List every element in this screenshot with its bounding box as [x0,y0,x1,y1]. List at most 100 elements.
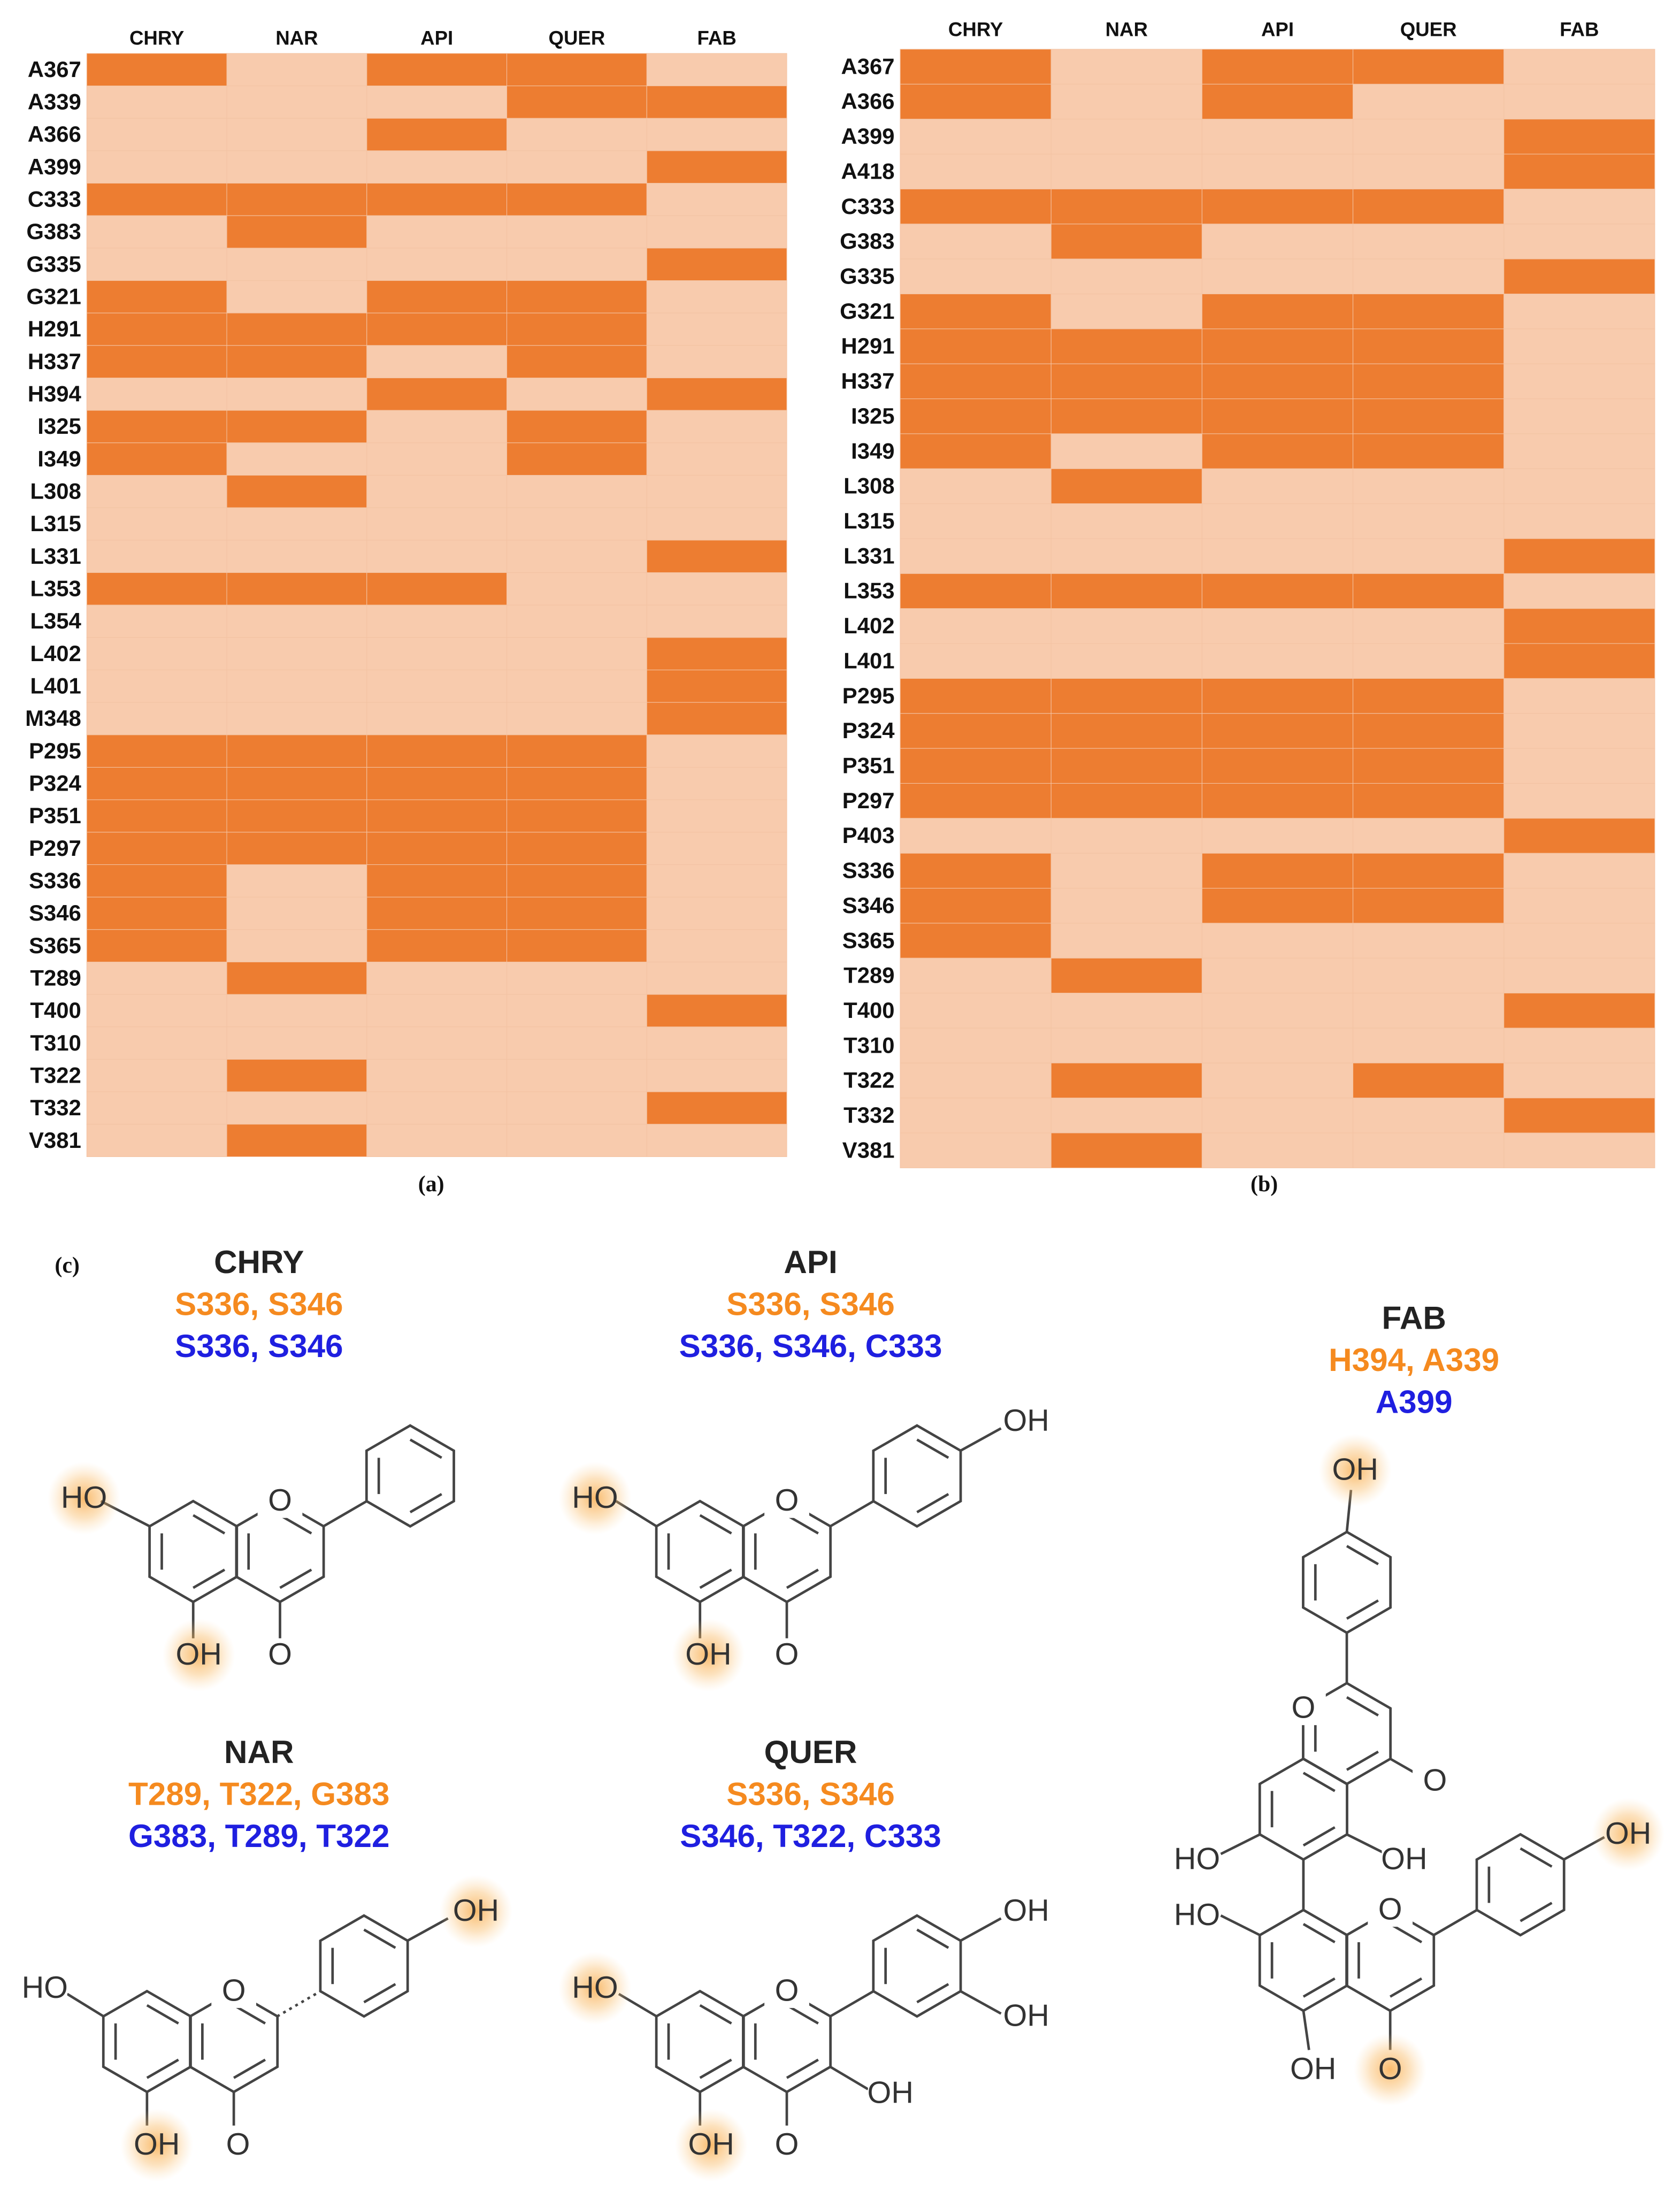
heatmap-cell [507,604,647,638]
heatmap-cell [1050,957,1202,994]
row-label: L308 [843,473,894,499]
heatmap-cell [1050,468,1202,504]
atom-backdrop [764,2128,809,2162]
heatmap-cell [646,572,787,606]
heatmap-cell [1050,1098,1202,1133]
heatmap-cell [1353,328,1505,364]
heatmap-cell [366,507,508,541]
heatmap-cell [1503,538,1655,574]
blue-residues: S336, S346 [175,1328,343,1364]
heatmap-cell [646,1059,787,1092]
row-label: I325 [851,403,895,428]
heatmap-cell [646,53,787,87]
compound-name: QUER [764,1734,857,1770]
heatmap-cell [1353,188,1505,225]
row-label: V381 [29,1128,81,1153]
compound-name: NAR [224,1734,294,1770]
heatmap-cell [1201,293,1354,329]
heatmap-cell [366,669,508,703]
atom-label: O [775,1637,799,1672]
double-bond [1302,1923,1336,1944]
heatmap-cell [226,929,367,963]
heatmap-cell [1201,643,1354,679]
heatmap-cell [1503,363,1655,400]
row-label: P295 [842,683,895,708]
atom-label: OH [868,2075,914,2110]
heatmap-cell [1503,258,1655,295]
row-label: T332 [30,1095,81,1120]
atom-label: OH [1003,1894,1049,1928]
row-label: S336 [29,868,81,893]
ring [365,1424,455,1528]
heatmap-cell [226,994,367,1028]
double-bond [699,1568,732,1589]
atom-backdrop [1368,1893,1413,1927]
heatmap-cell [1050,573,1202,609]
heatmap-cell [86,215,227,249]
bond [960,1427,1002,1452]
heatmap-cell [366,929,508,963]
heatmap-cell [1353,748,1505,784]
atom-label: HO [1174,1842,1220,1876]
heatmap-cell [646,1091,787,1125]
double-bond [786,2058,819,2079]
double-bond [916,1438,949,1459]
atom-label: OH [1381,1842,1427,1876]
atom-backdrop [1003,1404,1049,1438]
heatmap-cell [86,896,227,930]
heatmap-cell [646,280,787,313]
heatmap-cell [366,377,508,411]
heatmap-cell [226,637,367,671]
heatmap-cell [86,929,227,963]
row-label: L308 [30,479,81,504]
heatmap-cell [1503,713,1655,749]
row-label: L402 [30,641,81,666]
double-bond [1520,1902,1553,1922]
heatmap-cell [86,410,227,443]
atom-label: O [1378,1892,1402,1927]
atom-backdrop [22,1971,67,2005]
heatmap-cell [1050,363,1202,400]
heatmap-cell [86,248,227,281]
heatmap-cell [366,53,508,87]
heatmap-cell [507,215,647,249]
atom-label: O [268,1483,292,1518]
atom-label: O [775,1973,799,2007]
heatmap-cell [366,474,508,508]
heatmap-cell [1353,783,1505,819]
row-label: S336 [842,858,895,883]
heatmap-cell [1503,1062,1655,1099]
heatmap-cell [226,150,367,184]
heatmap-cell [646,929,787,963]
heatmap-cell [1201,83,1354,120]
heatmap-cell [86,312,227,346]
heatmap-cell [1050,853,1202,889]
heatmap-cell [646,312,787,346]
atom-label: OH [134,2127,180,2162]
heatmap-cell [226,1091,367,1125]
heatmap-cell [1050,399,1202,434]
heatmap-cell [226,734,367,768]
heatmap-cell [646,604,787,638]
heatmap-cell [1201,258,1354,295]
heatmap-cell [226,280,367,313]
heatmap-cell [1050,678,1202,714]
heatmap-cell [366,896,508,930]
row-label: A367 [28,57,81,82]
heatmap-cell [86,1026,227,1060]
heatmap-cell [366,799,508,833]
heatmap-cell [366,1124,508,1157]
row-label: A366 [28,121,81,147]
heatmap-cell [1503,1132,1655,1168]
heatmap-cell [366,1026,508,1060]
double-bond [409,1493,442,1514]
heatmap-cell [226,474,367,508]
heatmap-cell [900,608,1052,644]
heatmap-cell [86,507,227,541]
heatmap-cell [1353,119,1505,155]
heatmap-cell [226,767,367,800]
row-label: L353 [30,576,81,601]
heatmap-cell [86,474,227,508]
bond [1220,1914,1261,1936]
atom-label: O [268,1637,292,1672]
